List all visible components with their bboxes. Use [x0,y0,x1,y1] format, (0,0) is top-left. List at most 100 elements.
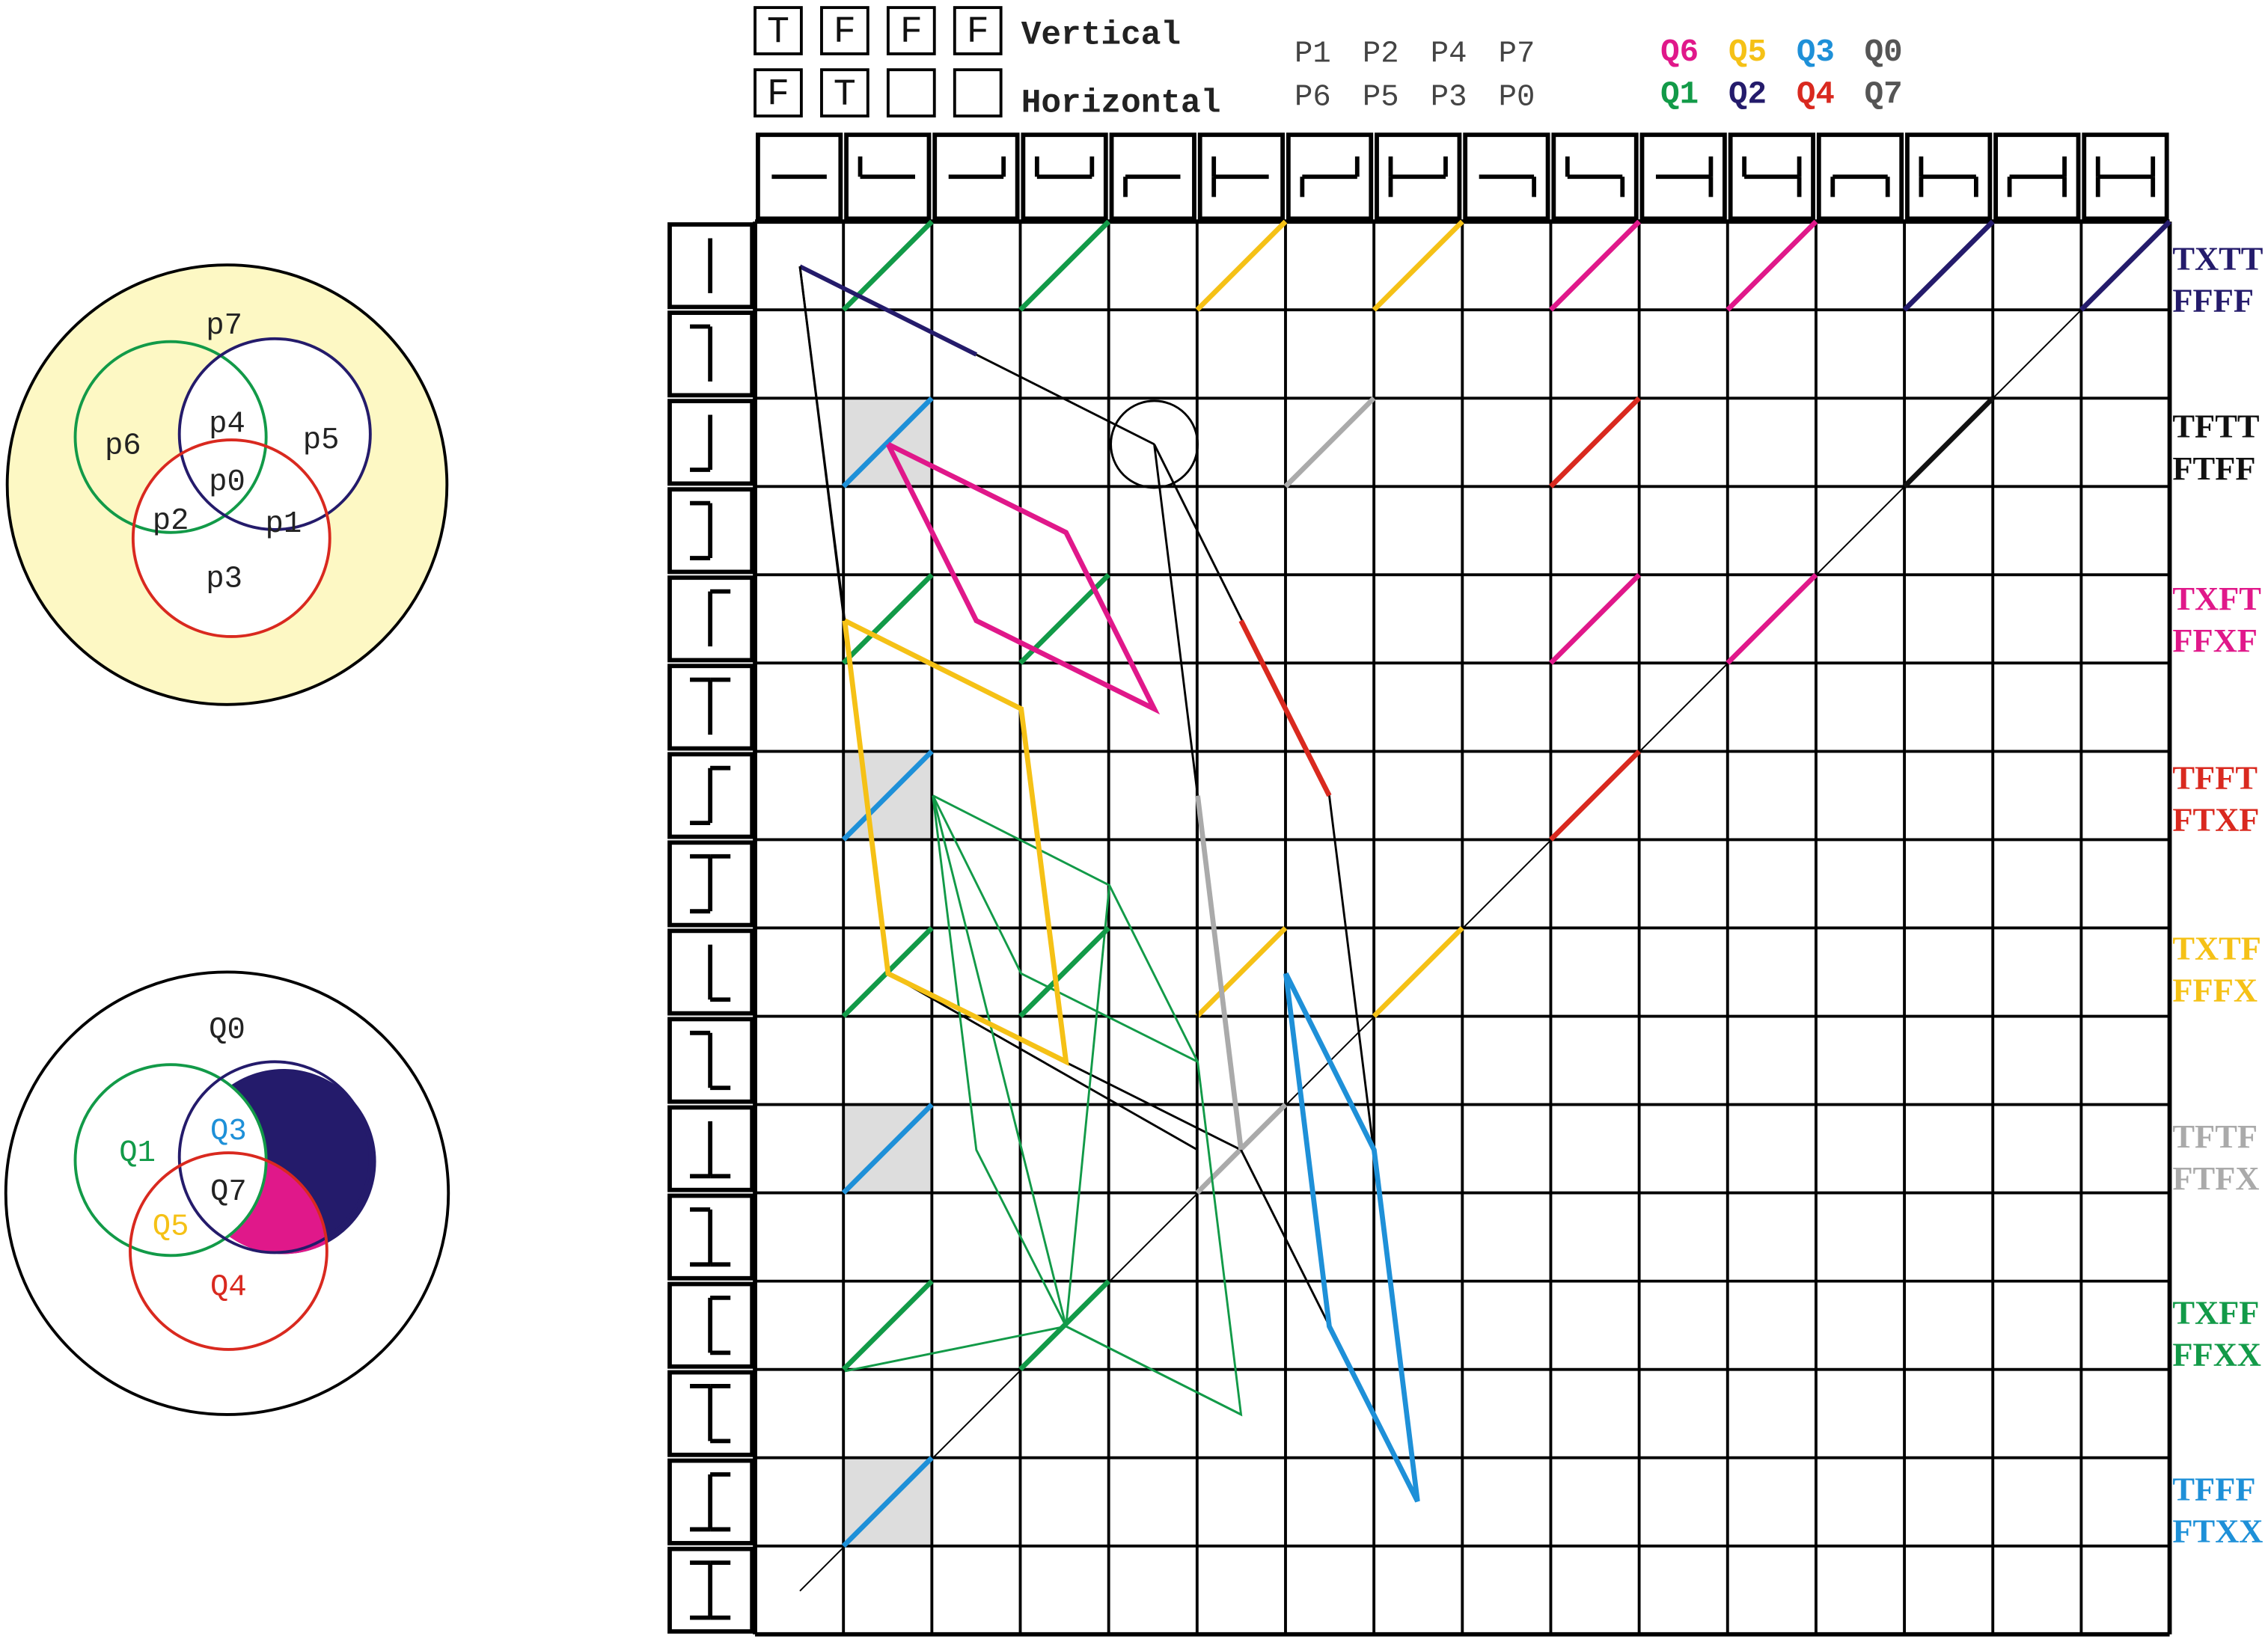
q-label: Q5 [1728,34,1767,70]
venn-label: p3 [206,562,242,596]
cell-diagonal [841,1103,934,1195]
venn-circle [131,438,331,638]
cell-diagonal [1549,396,1642,488]
cell-diagonal [1372,926,1464,1018]
legend-box [886,68,936,118]
cell-diagonal [1726,219,1818,312]
network-line [842,618,1069,1067]
venn-label: p5 [303,423,340,458]
p-label: P0 [1499,81,1535,115]
legend-vertical: Vertical [1021,17,1181,55]
cell-diagonal [1018,926,1111,1018]
legend-box [886,6,936,55]
p-label: P6 [1295,81,1331,115]
legend-box [754,6,803,55]
cell-diagonal [1726,572,1818,665]
venn-circle [129,1151,328,1351]
network-line [1283,972,1420,1503]
q-label: Q0 [1865,34,1903,70]
network-line [798,266,846,621]
venn-circle [73,340,268,534]
q-label: Q3 [1797,34,1835,70]
venn-circle [177,1060,372,1254]
row-label: FTXX [2172,1513,2263,1550]
legend-box [820,68,869,118]
cell-diagonal [841,1279,934,1372]
row-header-cell [667,487,755,575]
row-label: TFFF [2172,1471,2255,1508]
p-label: P5 [1363,81,1399,115]
cell-diagonal [841,750,934,842]
venn-label: Q5 [153,1210,189,1244]
venn-label: Q3 [210,1115,247,1149]
network-line [887,972,1199,1151]
row-label: FTXF [2172,801,2259,839]
cell-diagonal [1902,219,1995,312]
q-label: Q1 [1660,76,1699,112]
cell-diagonal [1549,219,1642,312]
row-label: TXFF [2172,1294,2259,1332]
legend-box-letter: F [767,73,789,116]
cell-diagonal [1018,219,1111,312]
row-label: FFXF [2172,622,2258,659]
row-label: TFFT [2172,759,2258,796]
venn-label: Q1 [119,1136,156,1171]
legend-box [820,6,869,55]
network-line [885,441,1161,715]
legend-box [953,6,1003,55]
legend-box-letter: T [767,11,789,54]
venn-label: p6 [105,429,141,464]
legend-box-letter: F [834,11,856,54]
cell-diagonal [1902,396,1995,488]
legend-box-letter: F [900,11,923,54]
network-line [1238,619,1332,797]
q-label: Q4 [1797,76,1835,112]
q-label: Q2 [1728,76,1767,112]
row-label: TXTT [2172,240,2263,278]
row-label: TXFT [2172,580,2261,617]
cell-diagonal [841,1456,934,1548]
cell-diagonal [1195,926,1288,1018]
q-label: Q6 [1660,34,1699,70]
legend-horizontal: Horizontal [1021,85,1221,122]
venn-label: p7 [206,309,242,343]
row-label: FFFX [2172,972,2258,1009]
legend-box-letter: T [834,73,856,116]
row-label: FTFX [2172,1159,2259,1197]
venn-label: p1 [266,507,302,542]
legend-box-letter: F [967,11,989,54]
venn-label: p0 [209,465,245,500]
venn-fill [132,440,330,637]
cell-diagonal [841,396,934,488]
venn-label: p4 [209,408,245,442]
p-label: P7 [1499,37,1535,72]
network-line [798,264,978,357]
cell-diagonal [2079,219,2171,312]
row-label: TFTT [2172,408,2259,445]
row-label: FFFF [2172,282,2254,319]
p-label: P4 [1431,37,1467,72]
venn-label: Q7 [210,1175,247,1210]
cell-diagonal [1283,396,1376,488]
p-label: P2 [1363,37,1399,72]
row-label: FFXX [2172,1336,2261,1373]
cell-diagonal [1195,219,1288,312]
legend-box [953,68,1003,118]
row-label: TXTF [2172,930,2261,967]
cell-diagonal [1549,572,1642,665]
venn-label: Q4 [210,1271,247,1305]
p-label: P3 [1431,81,1467,115]
row-label: TFTF [2172,1118,2258,1155]
network-line [932,794,1199,1063]
q-label: Q7 [1865,76,1903,112]
network-line [844,885,1111,1373]
legend-box [754,68,803,118]
row-label: FTFF [2172,450,2255,487]
venn-label: Q0 [209,1013,245,1047]
network-line [976,353,1155,446]
cell-diagonal [1549,750,1642,842]
p-label: P1 [1295,37,1331,72]
cell-diagonal [1372,219,1464,312]
network-line [1195,795,1244,1151]
